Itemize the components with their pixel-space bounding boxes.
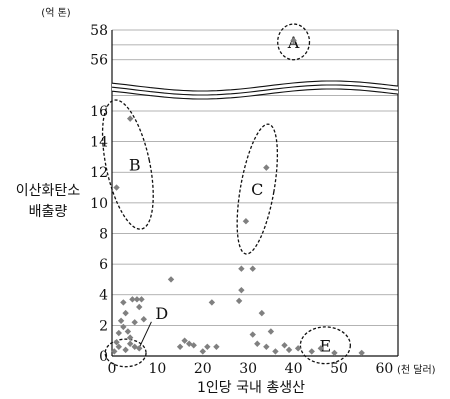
data-point-25 bbox=[167, 276, 175, 283]
x-unit-label: (천 달러) bbox=[397, 364, 436, 376]
annotation-leader-d bbox=[139, 321, 152, 348]
annotation-label-e: E bbox=[320, 336, 332, 355]
x-tick-label-30: 30 bbox=[239, 361, 257, 377]
y-tick-label-12: 12 bbox=[90, 165, 108, 181]
axis-break-lower-wave bbox=[111, 88, 399, 100]
annotation-ellipse-a bbox=[277, 23, 311, 61]
annotation-label-d: D bbox=[155, 304, 168, 323]
data-point-41 bbox=[263, 343, 270, 351]
data-point-19 bbox=[122, 309, 129, 317]
data-point-17 bbox=[138, 296, 145, 303]
data-point-42 bbox=[267, 328, 275, 335]
data-point-46 bbox=[294, 345, 302, 352]
data-point-38 bbox=[249, 331, 256, 338]
data-point-0 bbox=[290, 37, 297, 44]
data-points bbox=[111, 37, 365, 357]
axis-break bbox=[111, 80, 399, 100]
data-point-34 bbox=[235, 297, 243, 305]
data-point-13 bbox=[129, 296, 136, 303]
y-tick-label-4: 4 bbox=[99, 288, 108, 304]
x-axis-title: 1인당 국내 총생산 bbox=[197, 380, 305, 396]
data-point-18 bbox=[140, 316, 147, 323]
data-point-26 bbox=[176, 343, 184, 351]
data-point-35 bbox=[238, 286, 245, 294]
data-point-39 bbox=[254, 340, 261, 347]
x-tick-label-50: 50 bbox=[330, 361, 348, 377]
axis-break-upper-wave bbox=[111, 80, 399, 92]
data-point-29 bbox=[190, 342, 197, 349]
annotation-ellipse-e bbox=[299, 326, 351, 365]
y-axis-title-line-2: 배출량 bbox=[29, 204, 68, 220]
y-tick-label-0: 0 bbox=[99, 349, 108, 365]
data-point-30 bbox=[199, 348, 206, 355]
axis-break-middle-wave bbox=[111, 84, 399, 96]
data-point-16 bbox=[136, 303, 143, 311]
data-point-20 bbox=[126, 340, 134, 347]
annotation-ellipse-b bbox=[101, 99, 154, 230]
data-point-21 bbox=[115, 343, 123, 351]
data-point-49 bbox=[331, 349, 338, 357]
data-point-23 bbox=[136, 345, 143, 352]
y-unit-label: (억 톤) bbox=[41, 7, 70, 19]
data-point-15 bbox=[133, 296, 141, 303]
data-point-32 bbox=[208, 299, 216, 306]
data-point-44 bbox=[281, 342, 288, 349]
data-point-8 bbox=[117, 317, 125, 324]
data-point-1 bbox=[126, 115, 134, 122]
y-tick-label-16: 16 bbox=[90, 104, 108, 120]
data-point-7 bbox=[115, 329, 123, 337]
data-point-36 bbox=[238, 265, 245, 272]
annotation-label-c: C bbox=[251, 180, 263, 199]
y-tick-label-2: 2 bbox=[99, 318, 108, 334]
data-point-22 bbox=[120, 323, 127, 331]
data-point-11 bbox=[124, 328, 132, 335]
data-point-45 bbox=[285, 346, 293, 354]
y-tick-label-6: 6 bbox=[99, 257, 108, 273]
data-point-47 bbox=[308, 348, 315, 355]
x-tick-label-40: 40 bbox=[285, 361, 303, 377]
tick-labels: 0 2 4 6 8 10 12 14 16 56 58 0 10 20 30 40 50 60 bbox=[90, 23, 393, 377]
data-point-3 bbox=[242, 218, 250, 225]
annotation-label-b: B bbox=[129, 156, 141, 175]
data-point-6 bbox=[113, 339, 120, 346]
data-point-48 bbox=[317, 345, 325, 352]
data-point-27 bbox=[181, 337, 188, 344]
grid-layer bbox=[112, 29, 398, 326]
x-tick-label-60: 60 bbox=[375, 361, 393, 377]
data-point-24 bbox=[131, 319, 138, 326]
data-point-50 bbox=[358, 349, 365, 357]
y-axis-title-line-1: 이산화탄소 bbox=[16, 183, 81, 199]
x-tick-label-20: 20 bbox=[194, 361, 212, 377]
y-tick-label-58: 58 bbox=[90, 23, 108, 39]
data-point-31 bbox=[204, 343, 211, 351]
data-point-5 bbox=[111, 348, 118, 355]
data-point-4 bbox=[263, 164, 270, 171]
annotation-ellipse-d bbox=[104, 338, 147, 368]
x-tick-label-0: 0 bbox=[108, 361, 117, 377]
data-point-33 bbox=[213, 343, 220, 351]
annotations: ABCDE bbox=[101, 23, 351, 368]
y-tick-label-10: 10 bbox=[90, 196, 108, 212]
data-point-12 bbox=[126, 334, 134, 341]
data-point-40 bbox=[258, 309, 266, 317]
y-tick-label-14: 14 bbox=[90, 135, 108, 151]
data-point-9 bbox=[120, 299, 127, 306]
data-point-2 bbox=[113, 184, 120, 191]
x-tick-label-10: 10 bbox=[148, 361, 166, 377]
y-tick-label-56: 56 bbox=[90, 53, 108, 69]
data-point-10 bbox=[122, 346, 129, 354]
data-point-37 bbox=[249, 265, 256, 272]
annotation-ellipse-c bbox=[236, 123, 279, 255]
y-tick-label-8: 8 bbox=[99, 226, 108, 242]
data-point-43 bbox=[272, 348, 279, 355]
